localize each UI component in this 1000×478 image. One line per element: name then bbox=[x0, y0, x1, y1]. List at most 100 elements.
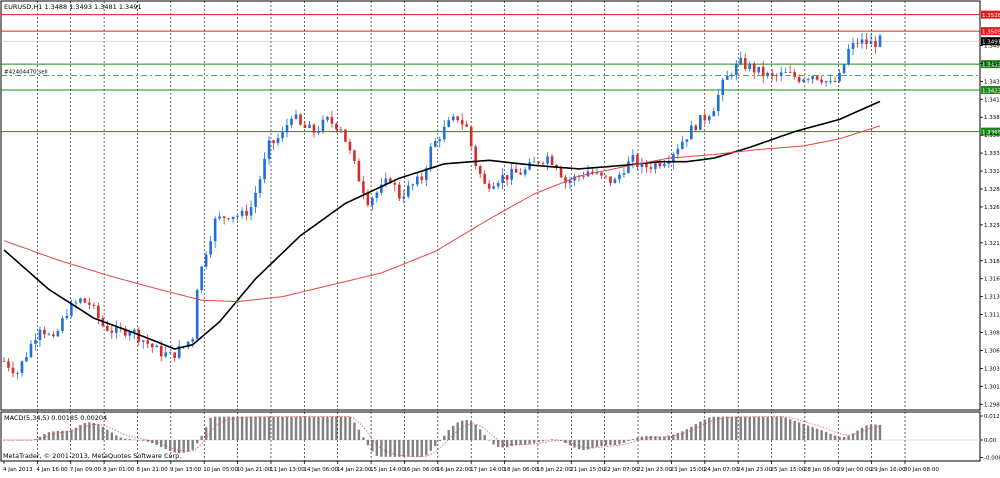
candle-body bbox=[299, 114, 302, 125]
y-tick-label: 1.3035 bbox=[984, 366, 1000, 372]
macd-bar bbox=[793, 420, 796, 440]
macd-bar bbox=[478, 429, 482, 440]
macd-bar bbox=[690, 426, 693, 440]
macd-bar bbox=[550, 439, 554, 440]
y-tick-label: 1.3410 bbox=[984, 97, 1000, 103]
candle-body bbox=[353, 150, 356, 162]
candle-body bbox=[752, 63, 756, 73]
macd-bar bbox=[213, 416, 217, 440]
macd-bar bbox=[133, 439, 136, 441]
macd-bar bbox=[204, 427, 208, 440]
macd-bar bbox=[407, 440, 410, 457]
candle-body bbox=[29, 343, 33, 358]
candle-body bbox=[335, 123, 338, 130]
macd-bar bbox=[829, 433, 832, 440]
macd-bar bbox=[604, 440, 608, 446]
macd-bar bbox=[833, 435, 837, 440]
candle-body bbox=[285, 125, 289, 133]
macd-bar bbox=[222, 416, 226, 440]
candle-body bbox=[604, 175, 608, 177]
candle-body bbox=[258, 179, 262, 194]
y-tick-label: 1.3235 bbox=[984, 223, 1000, 229]
macd-bar bbox=[609, 440, 612, 446]
candle-body bbox=[654, 162, 657, 169]
copyright-text: MetaTrader, © 2001-2013, MetaQuotes Soft… bbox=[3, 452, 181, 460]
y-tick-label: 1.3060 bbox=[984, 348, 1000, 354]
macd-bar bbox=[218, 416, 221, 440]
x-tick-label: 30 Jan 08:00 bbox=[904, 467, 939, 473]
macd-bar bbox=[110, 432, 114, 440]
macd-bar bbox=[797, 422, 801, 440]
candle-body bbox=[20, 361, 24, 373]
macd-bar bbox=[496, 440, 500, 447]
candle-body bbox=[195, 290, 199, 340]
candle-body bbox=[393, 182, 397, 185]
candle-body bbox=[699, 115, 702, 130]
macd-bar bbox=[56, 430, 60, 440]
candle-body bbox=[811, 76, 814, 80]
x-tick-label: 18 Jan 22:00 bbox=[537, 467, 572, 473]
candle-body bbox=[690, 125, 693, 140]
candle-body bbox=[631, 154, 635, 162]
candle-body bbox=[815, 76, 819, 80]
y-tick-label: 1.3160 bbox=[984, 277, 1000, 283]
candle-body bbox=[357, 161, 361, 182]
candle-body bbox=[339, 129, 343, 131]
x-tick-label: 16 Jan 06:00 bbox=[403, 467, 438, 473]
candle-body bbox=[757, 66, 761, 73]
macd-bar bbox=[380, 440, 383, 457]
macd-y-tick-label: -0.00890 bbox=[984, 456, 1000, 462]
macd-bar bbox=[209, 417, 212, 440]
macd-bar bbox=[52, 431, 55, 440]
level-tag bbox=[981, 127, 1000, 136]
macd-bar bbox=[519, 440, 522, 445]
macd-bar bbox=[330, 416, 334, 440]
candle-body bbox=[874, 40, 877, 47]
macd-bar bbox=[627, 440, 630, 442]
macd-bar bbox=[128, 439, 131, 440]
macd-bar bbox=[649, 436, 653, 440]
macd-bar bbox=[856, 430, 859, 440]
candle-body bbox=[168, 352, 172, 354]
macd-bar bbox=[61, 430, 64, 440]
candle-body bbox=[281, 132, 284, 139]
macd-bar bbox=[779, 416, 783, 440]
macd-bar bbox=[272, 416, 275, 440]
candle-body bbox=[766, 72, 769, 77]
candle-body bbox=[312, 124, 316, 133]
candle-body bbox=[123, 328, 127, 336]
candle-body bbox=[865, 39, 868, 45]
macd-bar bbox=[667, 435, 671, 440]
candle-body bbox=[155, 345, 159, 348]
macd-bar bbox=[276, 416, 280, 440]
macd-bar bbox=[537, 440, 540, 443]
candle-body bbox=[761, 66, 765, 77]
macd-bar bbox=[532, 440, 536, 444]
candle-body bbox=[730, 74, 734, 76]
macd-bar bbox=[290, 416, 293, 440]
candle-body bbox=[694, 125, 698, 130]
level-tag-label: 1.3528 bbox=[982, 13, 1000, 19]
candle-body bbox=[317, 131, 320, 133]
candle-body bbox=[676, 148, 680, 155]
macd-bar bbox=[74, 427, 78, 440]
macd-bar bbox=[735, 416, 738, 440]
macd-bar bbox=[470, 421, 473, 440]
candle-body bbox=[528, 162, 531, 170]
candle-body bbox=[770, 72, 774, 76]
candle-body bbox=[856, 42, 859, 44]
candle-body bbox=[200, 266, 203, 291]
macd-bar bbox=[384, 440, 388, 457]
main-plot-frame bbox=[0, 0, 981, 411]
x-tick-label: 11 Jan 13:00 bbox=[270, 467, 305, 473]
macd-bar bbox=[267, 416, 271, 440]
candle-body bbox=[97, 305, 100, 319]
macd-bar bbox=[586, 440, 590, 450]
macd-bar bbox=[353, 422, 356, 440]
macd-bar bbox=[186, 440, 190, 452]
macd-bar bbox=[47, 432, 51, 440]
candle-body bbox=[56, 331, 60, 337]
x-tick-label: 4 Jan 2013 bbox=[3, 467, 33, 473]
